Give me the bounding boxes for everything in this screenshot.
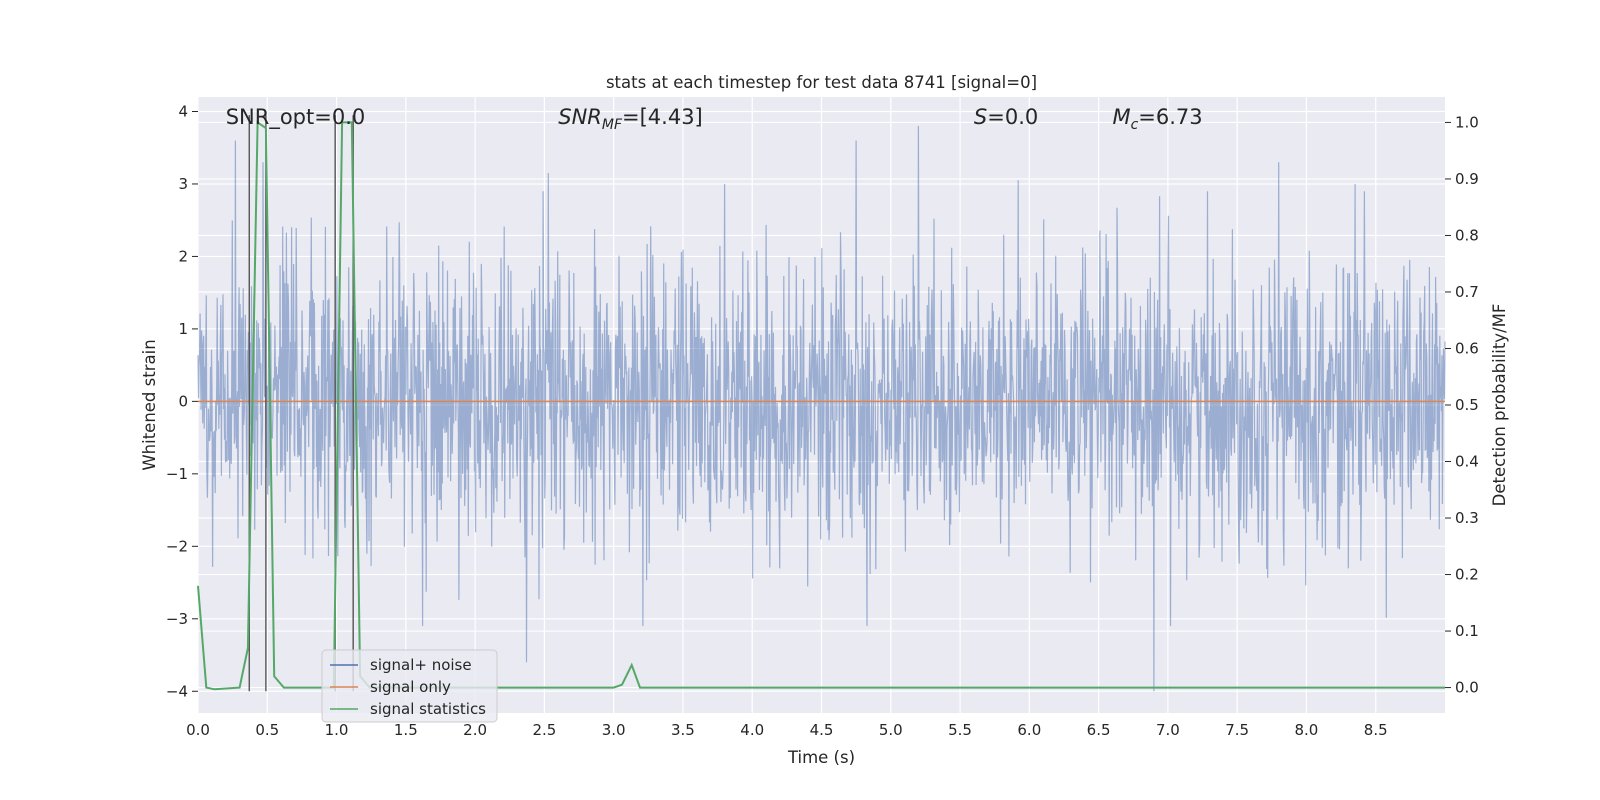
x-tick-label: 3.5 [671,721,695,739]
y2-tick-label: 0.0 [1455,679,1479,697]
y2-tick-label: 0.9 [1455,170,1479,188]
y-tick-label: 0 [178,392,188,410]
y2-tick-label: 0.5 [1455,396,1479,414]
legend-label: signal+ noise [370,656,472,674]
y2-tick-label: 0.7 [1455,283,1479,301]
legend: signal+ noise signal only signal statistic… [321,649,498,723]
x-tick-label: 3.0 [602,721,626,739]
x-tick-label: 1.5 [394,721,418,739]
x-tick-label: 7.5 [1225,721,1249,739]
x-tick-label: 5.5 [948,721,972,739]
chart-title: stats at each timestep for test data 874… [606,73,1037,92]
y-tick-label: 2 [178,247,188,265]
x-tick-label: 0.0 [186,721,210,739]
signal-statistics-series [197,120,1445,691]
y2-tick-label: 0.8 [1455,226,1479,244]
legend-box [321,649,498,723]
y-tick-label: 3 [178,175,188,193]
y2-tick-label: 0.6 [1455,339,1479,357]
statistics-line [197,120,1445,691]
y2-tick-label: 0.2 [1455,566,1479,584]
x-tick-label: 0.5 [255,721,279,739]
y2-tick-label: 0.3 [1455,509,1479,527]
y2-tick-label: 0.4 [1455,453,1479,471]
x-tick-label: 6.0 [1017,721,1041,739]
x-tick-label: 4.0 [740,721,764,739]
x-tick-label: 8.5 [1364,721,1388,739]
y2-tick-labels: 1.0 0.9 0.8 0.7 0.6 0.5 0.4 0.3 0.2 0.1 0.0 [1445,113,1479,697]
noise-line [197,125,1446,692]
annotation: SNRMF=[4.43] [558,105,703,133]
x-tick-label: 1.0 [325,721,349,739]
x-tick-label: 4.5 [810,721,834,739]
x-tick-label: 8.0 [1295,721,1319,739]
annotation: Mc=6.73 [1112,105,1202,133]
y-tick-label: 1 [178,320,188,338]
annotation: S=0.0 [974,105,1038,129]
x-tick-label: 5.0 [879,721,903,739]
annotation: SNR_opt=0.0 [226,105,366,130]
x-tick-label: 2.0 [463,721,487,739]
x-tick-label: 7.0 [1156,721,1180,739]
y-tick-labels: 4 3 2 1 0 −1 −2 −3 −4 [166,102,198,700]
legend-label: signal statistics [370,700,486,718]
y-tick-label: −4 [166,682,188,700]
x-axis-label: Time (s) [787,748,855,767]
noise-series [197,125,1446,692]
annotations: SNR_opt=0.0 SNRMF=[4.43] S=0.0 Mc=6.73 [226,105,1203,133]
y-tick-label: 4 [178,102,188,120]
y-axis-label: Whitened strain [140,339,159,470]
y-tick-label: −1 [166,465,188,483]
x-tick-label: 2.5 [532,721,556,739]
y-tick-label: −2 [166,537,188,555]
legend-label: signal only [370,678,451,696]
y2-tick-label: 0.1 [1455,622,1479,640]
y2-axis-label: Detection probability/MF [1490,304,1509,507]
x-tick-label: 6.5 [1087,721,1111,739]
y-tick-label: −3 [166,610,188,628]
x-tick-labels: 0.0 0.5 1.0 1.5 2.0 2.5 3.0 3.5 4.0 4.5 5.0 5.5 6.0 6… [186,721,1388,739]
y2-tick-label: 1.0 [1455,113,1479,131]
